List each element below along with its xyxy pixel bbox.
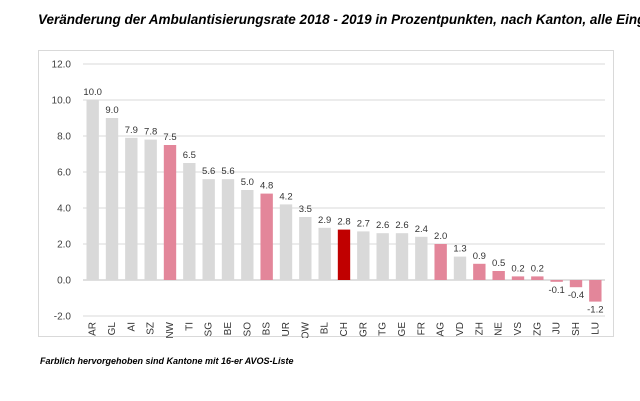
chart-area: -2.0 0.0 2.0 4.0 6.0 8.0 10.0 12.0 10.0 AR 9.0 GL 7.… <box>38 50 614 338</box>
bar-be <box>221 179 235 280</box>
data-label: -1.2 <box>587 305 603 316</box>
x-tick-label: AI <box>126 322 137 331</box>
x-tick-label: UR <box>281 322 292 336</box>
data-label: 0.5 <box>492 258 505 269</box>
data-label: 2.8 <box>337 217 350 228</box>
bar-fr <box>415 236 428 280</box>
bar-ge <box>395 233 409 280</box>
data-label: 0.9 <box>473 251 486 262</box>
x-tick-label: AG <box>436 322 447 337</box>
bar-sz <box>144 139 157 280</box>
y-tick-label: 10.0 <box>52 96 72 107</box>
data-label: 9.0 <box>105 105 118 116</box>
x-tick-label: ZG <box>532 322 543 336</box>
y-tick-label: 0.0 <box>57 276 71 287</box>
x-tick-label: GR <box>358 322 369 337</box>
data-label: -0.4 <box>568 290 584 301</box>
chart-title: Veränderung der Ambulantisierungsrate 20… <box>38 12 640 27</box>
bar-lu <box>589 280 602 302</box>
x-tick-label: VS <box>513 322 524 336</box>
x-tick-label: ZH <box>474 322 485 335</box>
y-tick-label: 6.0 <box>57 168 71 179</box>
x-tick-label: SZ <box>146 322 157 335</box>
x-tick-label: NE <box>494 322 505 336</box>
data-label: 2.4 <box>415 224 428 235</box>
x-tick-label: TI <box>184 322 195 331</box>
bar-zh <box>473 263 486 280</box>
bar-so <box>241 190 254 280</box>
y-tick-label: 2.0 <box>57 240 71 251</box>
bar-ch <box>337 229 351 280</box>
x-tick-label: BE <box>223 322 234 336</box>
bar-nw <box>163 145 177 280</box>
data-label: 7.9 <box>125 125 138 136</box>
data-label: 0.2 <box>531 263 544 274</box>
x-tick-label: FR <box>416 322 427 335</box>
y-tick-label: -2.0 <box>54 312 72 323</box>
x-tick-label: AR <box>88 322 99 336</box>
bar-vs <box>511 276 525 280</box>
bar-gr <box>357 231 370 280</box>
y-tick-label: 8.0 <box>57 132 71 143</box>
data-label: 0.2 <box>511 263 524 274</box>
x-tick-label: NW <box>165 321 176 338</box>
data-label: 4.2 <box>279 191 292 202</box>
y-tick-label: 4.0 <box>57 204 71 215</box>
data-label: 5.6 <box>202 166 215 177</box>
data-label: 7.5 <box>163 132 176 143</box>
footnote: Farblich hervorgehoben sind Kantone mit … <box>40 356 294 366</box>
x-tick-label: SH <box>571 322 582 336</box>
bar-bs <box>260 193 273 280</box>
bar-ju <box>550 280 563 282</box>
x-tick-label: LU <box>590 322 601 335</box>
data-label: 7.8 <box>144 127 157 138</box>
data-label: 2.9 <box>318 215 331 226</box>
bar-ar <box>86 100 99 280</box>
bar-ne <box>492 271 505 280</box>
x-tick-label: GE <box>397 322 408 337</box>
data-label: 5.6 <box>221 166 234 177</box>
data-label: -0.1 <box>548 285 564 296</box>
bar-sh <box>569 280 583 288</box>
data-label: 2.7 <box>357 218 370 229</box>
x-tick-label: VD <box>455 322 466 336</box>
bar-ti <box>183 163 196 280</box>
bar-chart: -2.0 0.0 2.0 4.0 6.0 8.0 10.0 12.0 10.0 AR 9.0 GL 7.… <box>52 60 605 338</box>
bar-tg <box>376 233 389 280</box>
x-tick-label: BL <box>320 322 331 335</box>
bar-vd <box>453 256 467 280</box>
data-label: 2.6 <box>376 220 389 231</box>
data-label: 10.0 <box>83 87 102 98</box>
y-tick-label: 12.0 <box>52 60 72 71</box>
bar-ow <box>299 217 312 280</box>
bar-ur <box>279 204 293 280</box>
bar-bl <box>318 227 331 280</box>
x-tick-label: SG <box>204 322 215 337</box>
data-label: 3.5 <box>299 204 312 215</box>
x-tick-label: CH <box>339 322 350 336</box>
data-label: 2.0 <box>434 231 447 242</box>
data-label: 5.0 <box>241 177 254 188</box>
x-tick-label: TG <box>378 322 389 336</box>
data-label: 1.3 <box>453 244 466 255</box>
x-tick-label: OW <box>300 321 311 338</box>
bar-gl <box>105 118 119 280</box>
bar-ag <box>434 244 447 280</box>
bar-sg <box>202 179 215 280</box>
x-tick-label: SO <box>242 322 253 337</box>
data-label: 4.8 <box>260 181 273 192</box>
x-tick-label: JU <box>552 322 563 334</box>
bar-ai <box>125 137 138 280</box>
x-tick-label: GL <box>107 322 118 336</box>
bar-zg <box>531 276 544 280</box>
data-label: 6.5 <box>183 150 196 161</box>
data-label: 2.6 <box>395 220 408 231</box>
x-tick-label: BS <box>262 322 273 336</box>
